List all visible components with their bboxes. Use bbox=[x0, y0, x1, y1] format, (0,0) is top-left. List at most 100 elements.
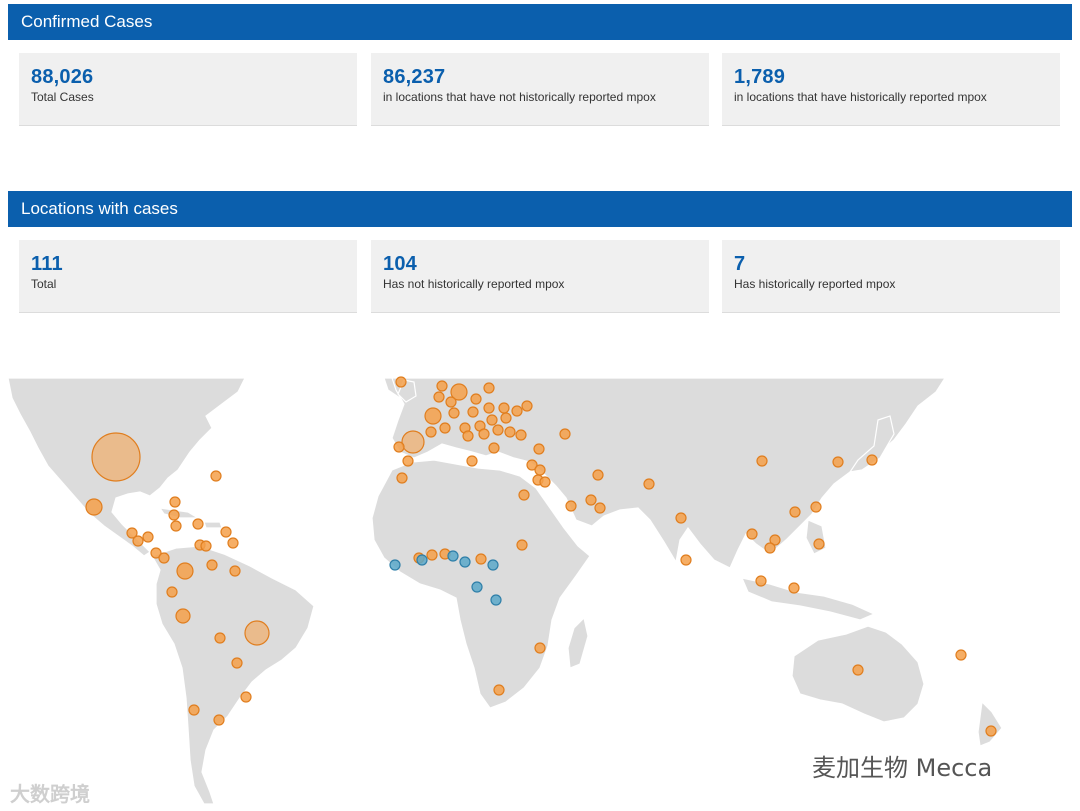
confirmed-cases-title: Confirmed Cases bbox=[21, 12, 153, 31]
case-bubble-non-historical[interactable] bbox=[789, 506, 801, 518]
case-bubble-historical[interactable] bbox=[389, 559, 401, 571]
case-bubble-non-historical[interactable] bbox=[229, 565, 241, 577]
case-bubble-non-historical[interactable] bbox=[396, 472, 408, 484]
case-bubble-non-historical[interactable] bbox=[450, 383, 468, 401]
case-bubble-non-historical[interactable] bbox=[132, 535, 144, 547]
case-bubble-non-historical[interactable] bbox=[240, 691, 252, 703]
case-bubble-non-historical[interactable] bbox=[168, 509, 180, 521]
case-bubble-non-historical[interactable] bbox=[756, 455, 768, 467]
case-bubble-non-historical[interactable] bbox=[169, 496, 181, 508]
case-bubble-non-historical[interactable] bbox=[492, 424, 504, 436]
case-bubble-non-historical[interactable] bbox=[585, 494, 597, 506]
case-bubble-non-historical[interactable] bbox=[518, 489, 530, 501]
case-bubble-non-historical[interactable] bbox=[175, 608, 191, 624]
case-bubble-non-historical[interactable] bbox=[521, 400, 533, 412]
case-bubble-non-historical[interactable] bbox=[91, 432, 141, 482]
case-bubble-non-historical[interactable] bbox=[467, 406, 479, 418]
case-bubble-non-historical[interactable] bbox=[425, 426, 437, 438]
case-bubble-non-historical[interactable] bbox=[515, 429, 527, 441]
case-bubble-non-historical[interactable] bbox=[565, 500, 577, 512]
case-bubble-non-historical[interactable] bbox=[393, 441, 405, 453]
case-bubble-non-historical[interactable] bbox=[85, 498, 103, 516]
case-bubble-historical[interactable] bbox=[487, 559, 499, 571]
case-bubble-non-historical[interactable] bbox=[475, 553, 487, 565]
case-bubble-non-historical[interactable] bbox=[493, 684, 505, 696]
case-bubble-non-historical[interactable] bbox=[516, 539, 528, 551]
case-bubble-historical[interactable] bbox=[471, 581, 483, 593]
case-bubble-non-historical[interactable] bbox=[206, 559, 218, 571]
case-bubble-non-historical[interactable] bbox=[810, 501, 822, 513]
case-bubble-non-historical[interactable] bbox=[594, 502, 606, 514]
case-bubble-non-historical[interactable] bbox=[227, 537, 239, 549]
case-bubble-non-historical[interactable] bbox=[534, 464, 546, 476]
case-bubble-non-historical[interactable] bbox=[176, 562, 194, 580]
case-bubble-non-historical[interactable] bbox=[436, 380, 448, 392]
case-bubble-non-historical[interactable] bbox=[244, 620, 270, 646]
case-bubble-non-historical[interactable] bbox=[220, 526, 232, 538]
case-bubble-non-historical[interactable] bbox=[439, 422, 451, 434]
case-bubble-historical[interactable] bbox=[459, 556, 471, 568]
case-bubble-non-historical[interactable] bbox=[498, 402, 510, 414]
case-bubble-non-historical[interactable] bbox=[755, 575, 767, 587]
case-bubble-non-historical[interactable] bbox=[511, 405, 523, 417]
case-bubble-non-historical[interactable] bbox=[150, 547, 162, 559]
case-bubble-non-historical[interactable] bbox=[592, 469, 604, 481]
case-bubble-historical[interactable] bbox=[490, 594, 502, 606]
case-bubble-non-historical[interactable] bbox=[539, 476, 551, 488]
case-bubble-non-historical[interactable] bbox=[643, 478, 655, 490]
land-hispaniola bbox=[203, 521, 223, 529]
case-bubble-non-historical[interactable] bbox=[832, 456, 844, 468]
case-bubble-non-historical[interactable] bbox=[955, 649, 967, 661]
case-bubble-non-historical[interactable] bbox=[166, 586, 178, 598]
case-bubble-non-historical[interactable] bbox=[813, 538, 825, 550]
case-bubble-non-historical[interactable] bbox=[200, 540, 212, 552]
case-bubble-non-historical[interactable] bbox=[504, 426, 516, 438]
case-bubble-non-historical[interactable] bbox=[214, 632, 226, 644]
case-bubble-non-historical[interactable] bbox=[470, 393, 482, 405]
case-bubble-non-historical[interactable] bbox=[448, 407, 460, 419]
case-bubble-non-historical[interactable] bbox=[466, 455, 478, 467]
case-bubble-historical[interactable] bbox=[447, 550, 459, 562]
case-bubble-non-historical[interactable] bbox=[985, 725, 997, 737]
case-bubble-non-historical[interactable] bbox=[426, 549, 438, 561]
case-bubble-non-historical[interactable] bbox=[533, 443, 545, 455]
case-bubble-non-historical[interactable] bbox=[746, 528, 758, 540]
case-bubble-non-historical[interactable] bbox=[764, 542, 776, 554]
case-bubble-non-historical[interactable] bbox=[866, 454, 878, 466]
case-bubble-non-historical[interactable] bbox=[126, 527, 138, 539]
case-bubble-non-historical[interactable] bbox=[158, 552, 170, 564]
case-bubble-non-historical[interactable] bbox=[142, 531, 154, 543]
case-bubble-non-historical[interactable] bbox=[170, 520, 182, 532]
case-bubble-non-historical[interactable] bbox=[401, 430, 425, 454]
case-bubble-historical[interactable] bbox=[416, 554, 428, 566]
case-bubble-non-historical[interactable] bbox=[500, 412, 512, 424]
case-bubble-non-historical[interactable] bbox=[526, 459, 538, 471]
case-bubble-non-historical[interactable] bbox=[852, 664, 864, 676]
case-bubble-non-historical[interactable] bbox=[462, 430, 474, 442]
case-bubble-non-historical[interactable] bbox=[483, 402, 495, 414]
case-bubble-non-historical[interactable] bbox=[788, 582, 800, 594]
case-bubble-non-historical[interactable] bbox=[210, 470, 222, 482]
case-bubble-non-historical[interactable] bbox=[188, 704, 200, 716]
case-bubble-non-historical[interactable] bbox=[402, 455, 414, 467]
case-bubble-non-historical[interactable] bbox=[478, 428, 490, 440]
case-bubble-non-historical[interactable] bbox=[192, 518, 204, 530]
non-historical-cases-label: in locations that have not historically … bbox=[383, 90, 656, 104]
case-bubble-non-historical[interactable] bbox=[483, 382, 495, 394]
case-bubble-non-historical[interactable] bbox=[486, 414, 498, 426]
case-bubble-non-historical[interactable] bbox=[424, 407, 442, 425]
case-bubble-non-historical[interactable] bbox=[445, 396, 457, 408]
historical-cases-label: in locations that have historically repo… bbox=[734, 90, 987, 104]
case-bubble-non-historical[interactable] bbox=[213, 714, 225, 726]
case-bubble-non-historical[interactable] bbox=[769, 534, 781, 546]
case-bubble-non-historical[interactable] bbox=[675, 512, 687, 524]
case-bubble-non-historical[interactable] bbox=[488, 442, 500, 454]
case-bubble-non-historical[interactable] bbox=[559, 428, 571, 440]
case-bubble-non-historical[interactable] bbox=[433, 391, 445, 403]
case-bubble-non-historical[interactable] bbox=[395, 376, 407, 388]
case-bubble-non-historical[interactable] bbox=[680, 554, 692, 566]
case-bubble-non-historical[interactable] bbox=[231, 657, 243, 669]
case-bubble-non-historical[interactable] bbox=[534, 642, 546, 654]
total-cases-card: 88,026 Total Cases bbox=[19, 53, 357, 126]
world-map[interactable] bbox=[0, 376, 1080, 811]
